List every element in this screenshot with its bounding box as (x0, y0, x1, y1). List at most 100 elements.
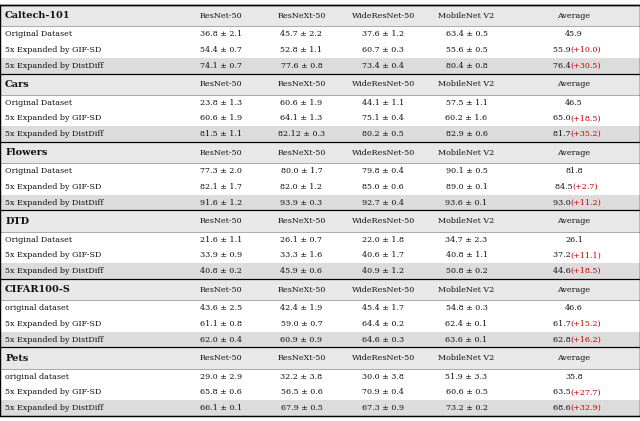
Text: 5x Expanded by DistDiff: 5x Expanded by DistDiff (5, 130, 104, 138)
Text: 5x Expanded by GIF-SD: 5x Expanded by GIF-SD (5, 251, 102, 259)
Text: 80.0 ± 1.7: 80.0 ± 1.7 (280, 167, 323, 175)
Bar (0, 347, 640, 369)
Text: ResNet-50: ResNet-50 (200, 80, 242, 88)
Bar (0, 369, 640, 384)
Text: 77.6 ± 0.8: 77.6 ± 0.8 (280, 61, 323, 69)
Text: MobileNet V2: MobileNet V2 (438, 354, 495, 362)
Text: 56.5 ± 0.6: 56.5 ± 0.6 (280, 388, 323, 396)
Text: 92.7 ± 0.4: 92.7 ± 0.4 (362, 199, 404, 207)
Text: Pets: Pets (5, 354, 29, 362)
Text: DTD: DTD (5, 217, 29, 226)
Text: 91.6 ± 1.2: 91.6 ± 1.2 (200, 199, 242, 207)
Text: 5x Expanded by GIF-SD: 5x Expanded by GIF-SD (5, 46, 102, 54)
Text: 60.6 ± 0.5: 60.6 ± 0.5 (445, 388, 488, 396)
Text: ResNet-50: ResNet-50 (200, 354, 242, 362)
Text: 82.1 ± 1.7: 82.1 ± 1.7 (200, 183, 242, 191)
Text: Flowers: Flowers (5, 148, 47, 157)
Text: 5x Expanded by DistDiff: 5x Expanded by DistDiff (5, 61, 104, 69)
Bar (0, 400, 640, 416)
Bar (0, 179, 640, 195)
Text: 32.2 ± 3.8: 32.2 ± 3.8 (280, 373, 323, 381)
Bar (0, 5, 640, 26)
Text: 45.4 ± 1.7: 45.4 ± 1.7 (362, 304, 404, 312)
Text: 61.7: 61.7 (553, 320, 573, 328)
Text: 80.2 ± 0.5: 80.2 ± 0.5 (362, 130, 404, 138)
Text: 21.6 ± 1.1: 21.6 ± 1.1 (200, 236, 242, 244)
Text: 60.6 ± 1.9: 60.6 ± 1.9 (280, 99, 323, 107)
Text: 29.0 ± 2.9: 29.0 ± 2.9 (200, 373, 242, 381)
Text: 46.5: 46.5 (565, 99, 583, 107)
Text: 73.4 ± 0.4: 73.4 ± 0.4 (362, 61, 404, 69)
Text: 5x Expanded by GIF-SD: 5x Expanded by GIF-SD (5, 320, 102, 328)
Text: 57.5 ± 1.1: 57.5 ± 1.1 (445, 99, 488, 107)
Text: 54.4 ± 0.7: 54.4 ± 0.7 (200, 46, 242, 54)
Text: (+2.7): (+2.7) (572, 183, 598, 191)
Text: 54.8 ± 0.3: 54.8 ± 0.3 (445, 304, 488, 312)
Text: (+18.5): (+18.5) (571, 267, 601, 275)
Text: 70.9 ± 0.4: 70.9 ± 0.4 (362, 388, 404, 396)
Text: 64.1 ± 1.3: 64.1 ± 1.3 (280, 115, 323, 123)
Text: 40.8 ± 1.1: 40.8 ± 1.1 (445, 251, 488, 259)
Text: WideResNet-50: WideResNet-50 (352, 354, 415, 362)
Text: 52.8 ± 1.1: 52.8 ± 1.1 (280, 46, 323, 54)
Text: 60.6 ± 1.9: 60.6 ± 1.9 (200, 115, 242, 123)
Text: (+18.5): (+18.5) (571, 115, 601, 123)
Bar (0, 279, 640, 300)
Text: ResNeXt-50: ResNeXt-50 (277, 12, 326, 20)
Text: 59.0 ± 0.7: 59.0 ± 0.7 (280, 320, 323, 328)
Text: 5x Expanded by DistDiff: 5x Expanded by DistDiff (5, 404, 104, 412)
Text: MobileNet V2: MobileNet V2 (438, 149, 495, 157)
Text: 5x Expanded by DistDiff: 5x Expanded by DistDiff (5, 336, 104, 344)
Text: 30.0 ± 3.8: 30.0 ± 3.8 (362, 373, 404, 381)
Text: MobileNet V2: MobileNet V2 (438, 12, 495, 20)
Text: 44.1 ± 1.1: 44.1 ± 1.1 (362, 99, 404, 107)
Bar (0, 210, 640, 232)
Text: (+10.0): (+10.0) (571, 46, 601, 54)
Bar (0, 263, 640, 279)
Text: Average: Average (557, 149, 591, 157)
Text: ResNet-50: ResNet-50 (200, 149, 242, 157)
Text: 89.0 ± 0.1: 89.0 ± 0.1 (445, 183, 488, 191)
Text: (+35.2): (+35.2) (571, 130, 602, 138)
Text: 60.2 ± 1.6: 60.2 ± 1.6 (445, 115, 488, 123)
Text: 55.6 ± 0.5: 55.6 ± 0.5 (445, 46, 488, 54)
Text: 55.9: 55.9 (553, 46, 573, 54)
Text: 84.5: 84.5 (555, 183, 575, 191)
Text: ResNet-50: ResNet-50 (200, 12, 242, 20)
Text: 45.9: 45.9 (565, 30, 583, 38)
Text: 62.4 ± 0.1: 62.4 ± 0.1 (445, 320, 488, 328)
Text: 67.9 ± 0.5: 67.9 ± 0.5 (280, 404, 323, 412)
Text: Original Dataset: Original Dataset (5, 99, 72, 107)
Text: 77.3 ± 2.0: 77.3 ± 2.0 (200, 167, 242, 175)
Text: (+32.9): (+32.9) (571, 404, 602, 412)
Text: original dataset: original dataset (5, 373, 69, 381)
Text: 82.9 ± 0.6: 82.9 ± 0.6 (445, 130, 488, 138)
Text: 66.1 ± 0.1: 66.1 ± 0.1 (200, 404, 242, 412)
Text: (+16.2): (+16.2) (571, 336, 602, 344)
Text: 80.4 ± 0.8: 80.4 ± 0.8 (445, 61, 488, 69)
Text: 63.6 ± 0.1: 63.6 ± 0.1 (445, 336, 488, 344)
Text: 75.1 ± 0.4: 75.1 ± 0.4 (362, 115, 404, 123)
Bar (0, 248, 640, 263)
Text: ResNeXt-50: ResNeXt-50 (277, 149, 326, 157)
Bar (0, 300, 640, 316)
Text: 74.1 ± 0.7: 74.1 ± 0.7 (200, 61, 242, 69)
Text: (+15.2): (+15.2) (571, 320, 602, 328)
Text: 79.8 ± 0.4: 79.8 ± 0.4 (362, 167, 404, 175)
Text: 36.8 ± 2.1: 36.8 ± 2.1 (200, 30, 242, 38)
Text: 93.9 ± 0.3: 93.9 ± 0.3 (280, 199, 323, 207)
Bar (0, 111, 640, 126)
Text: 64.6 ± 0.3: 64.6 ± 0.3 (362, 336, 404, 344)
Text: 76.4: 76.4 (553, 61, 573, 69)
Text: (+30.5): (+30.5) (571, 61, 601, 69)
Text: 33.3 ± 1.6: 33.3 ± 1.6 (280, 251, 323, 259)
Bar (0, 26, 640, 42)
Bar (0, 126, 640, 142)
Text: 40.8 ± 0.2: 40.8 ± 0.2 (200, 267, 242, 275)
Text: 43.6 ± 2.5: 43.6 ± 2.5 (200, 304, 242, 312)
Text: 26.1 ± 0.7: 26.1 ± 0.7 (280, 236, 323, 244)
Text: 46.6: 46.6 (565, 304, 583, 312)
Text: 82.0 ± 1.2: 82.0 ± 1.2 (280, 183, 323, 191)
Text: 51.9 ± 3.3: 51.9 ± 3.3 (445, 373, 488, 381)
Text: MobileNet V2: MobileNet V2 (438, 217, 495, 225)
